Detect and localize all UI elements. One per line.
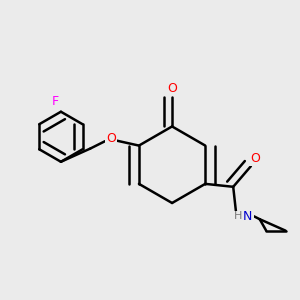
Text: H: H bbox=[233, 211, 242, 221]
Text: O: O bbox=[250, 152, 260, 165]
Text: F: F bbox=[52, 95, 58, 108]
Text: O: O bbox=[106, 132, 116, 145]
Text: O: O bbox=[167, 82, 177, 95]
Text: N: N bbox=[243, 210, 253, 223]
